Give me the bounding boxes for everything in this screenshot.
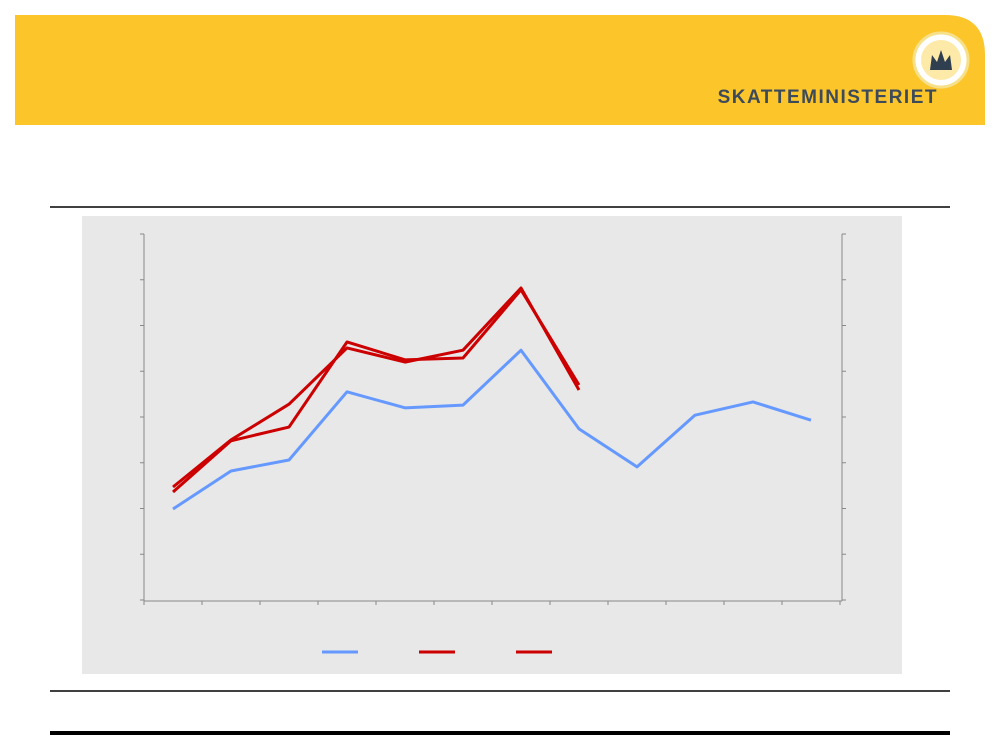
series-line [172,288,581,494]
logo-crown [930,50,952,70]
logo-text: SKATTEMINISTERIET [718,87,938,108]
series-line [172,348,812,511]
series-line [172,286,581,489]
chart-area [82,216,902,674]
header-band [15,15,985,125]
